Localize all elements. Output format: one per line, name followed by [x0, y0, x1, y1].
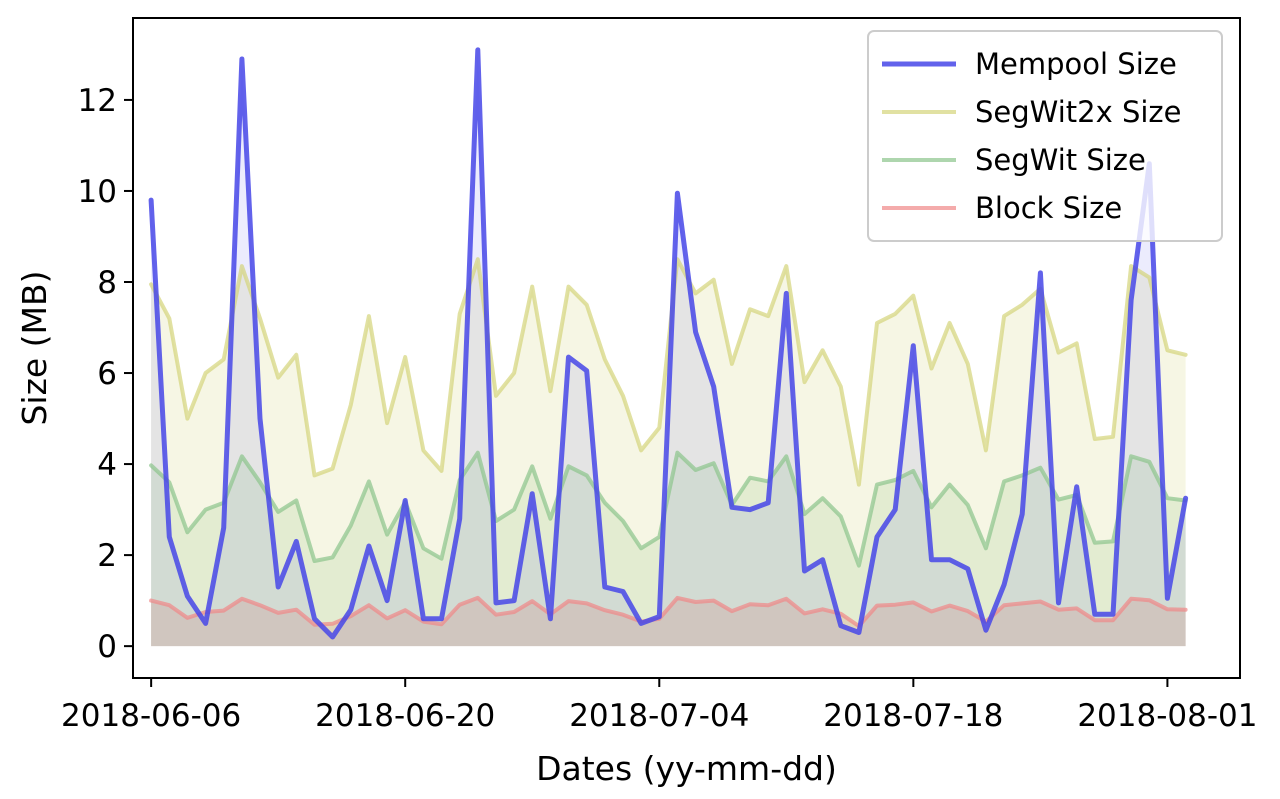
mempool-size-line	[148, 47, 1189, 640]
y-axis-title: Size (MB)	[15, 270, 54, 425]
legend: Mempool Size SegWit2x Size SegWit Size Bloc…	[867, 30, 1223, 242]
y-tick-label: 10	[78, 174, 117, 210]
block-size-line	[149, 595, 1188, 629]
legend-label-mempool-size: Mempool Size	[975, 47, 1177, 81]
y-axis: 0 2 4 6 8 10 12	[78, 83, 133, 665]
x-axis-title: Dates (yy-mm-dd)	[536, 749, 837, 788]
y-tick-label: 4	[97, 447, 117, 483]
y-tick-label: 12	[78, 83, 117, 119]
x-tick-label: 2018-07-04	[569, 698, 749, 734]
x-tick-label: 2018-07-18	[823, 698, 1003, 734]
plot-frame	[132, 17, 1241, 679]
segwit-size-line	[149, 450, 1188, 568]
series-lines	[148, 47, 1189, 640]
segwit2x-size-line	[149, 257, 1188, 487]
legend-label-block-size: Block Size	[975, 191, 1122, 225]
x-tick-label: 2018-08-01	[1077, 698, 1257, 734]
legend-box	[867, 30, 1223, 242]
x-tick-label: 2018-06-06	[61, 698, 241, 734]
y-tick-label: 8	[97, 265, 117, 301]
y-tick-label: 6	[97, 356, 117, 392]
legend-label-segwit-size: SegWit Size	[975, 143, 1146, 177]
x-axis: 2018-06-06 2018-06-20 2018-07-04 2018-07-18…	[61, 678, 1257, 734]
legend-label-segwit2x-size: SegWit2x Size	[975, 95, 1181, 129]
y-tick-label: 2	[97, 538, 117, 574]
x-tick-label: 2018-06-20	[315, 698, 495, 734]
y-tick-label: 0	[97, 629, 117, 665]
mempool-size-area	[151, 49, 1186, 647]
